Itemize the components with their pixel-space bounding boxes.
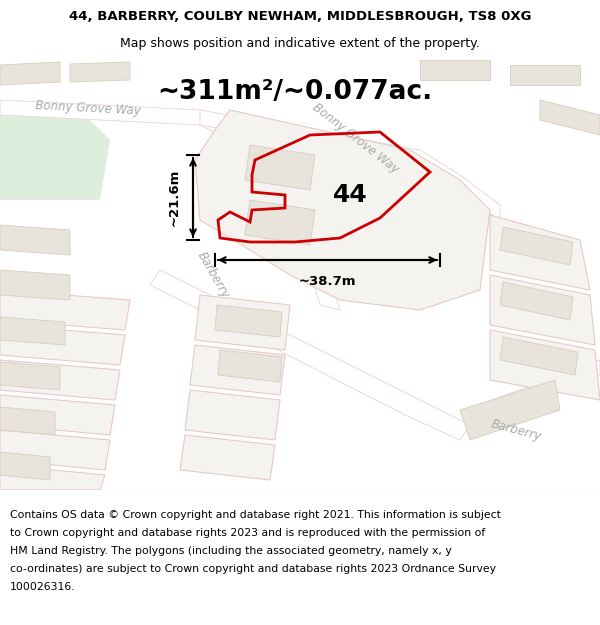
- Text: 44: 44: [332, 183, 367, 207]
- Text: ~38.7m: ~38.7m: [299, 275, 356, 288]
- Polygon shape: [0, 362, 60, 390]
- Polygon shape: [420, 60, 490, 80]
- Text: ~21.6m: ~21.6m: [168, 169, 181, 226]
- Polygon shape: [0, 430, 110, 470]
- Polygon shape: [190, 345, 285, 395]
- Polygon shape: [0, 407, 55, 435]
- Polygon shape: [460, 380, 560, 440]
- Polygon shape: [540, 100, 600, 135]
- Polygon shape: [310, 270, 340, 310]
- Polygon shape: [185, 390, 280, 440]
- Polygon shape: [150, 270, 470, 440]
- Polygon shape: [215, 305, 282, 337]
- Polygon shape: [200, 110, 500, 220]
- Polygon shape: [490, 330, 600, 400]
- Polygon shape: [500, 337, 578, 375]
- Text: HM Land Registry. The polygons (including the associated geometry, namely x, y: HM Land Registry. The polygons (includin…: [10, 546, 452, 556]
- Polygon shape: [195, 110, 490, 310]
- Polygon shape: [0, 452, 50, 480]
- Text: 100026316.: 100026316.: [10, 582, 76, 592]
- Polygon shape: [0, 225, 70, 255]
- Text: 44, BARBERRY, COULBY NEWHAM, MIDDLESBROUGH, TS8 0XG: 44, BARBERRY, COULBY NEWHAM, MIDDLESBROU…: [69, 10, 531, 23]
- Text: Map shows position and indicative extent of the property.: Map shows position and indicative extent…: [120, 37, 480, 50]
- Polygon shape: [0, 100, 220, 135]
- Text: to Crown copyright and database rights 2023 and is reproduced with the permissio: to Crown copyright and database rights 2…: [10, 528, 485, 538]
- Polygon shape: [0, 465, 105, 490]
- Text: Bonny Grove Way: Bonny Grove Way: [35, 99, 141, 118]
- Polygon shape: [245, 145, 315, 190]
- Polygon shape: [0, 395, 115, 435]
- Polygon shape: [180, 435, 275, 480]
- Polygon shape: [0, 317, 65, 345]
- Polygon shape: [0, 62, 60, 85]
- Polygon shape: [500, 227, 573, 265]
- Polygon shape: [0, 270, 70, 300]
- Polygon shape: [245, 200, 315, 245]
- Polygon shape: [490, 215, 590, 290]
- Polygon shape: [510, 65, 580, 85]
- Polygon shape: [0, 290, 130, 330]
- Text: Bonny Grove Way: Bonny Grove Way: [310, 101, 401, 176]
- Text: Barberry: Barberry: [195, 249, 232, 301]
- Text: Barberry: Barberry: [490, 417, 543, 443]
- Polygon shape: [0, 360, 120, 400]
- Text: ~311m²/~0.077ac.: ~311m²/~0.077ac.: [157, 79, 433, 105]
- Text: Contains OS data © Crown copyright and database right 2021. This information is : Contains OS data © Crown copyright and d…: [10, 510, 501, 520]
- Text: co-ordinates) are subject to Crown copyright and database rights 2023 Ordnance S: co-ordinates) are subject to Crown copyr…: [10, 564, 496, 574]
- Polygon shape: [0, 115, 110, 200]
- Polygon shape: [490, 275, 595, 345]
- Polygon shape: [218, 350, 282, 382]
- Polygon shape: [0, 325, 125, 365]
- Polygon shape: [70, 62, 130, 82]
- Polygon shape: [500, 282, 573, 320]
- Polygon shape: [465, 360, 600, 425]
- Polygon shape: [195, 295, 290, 350]
